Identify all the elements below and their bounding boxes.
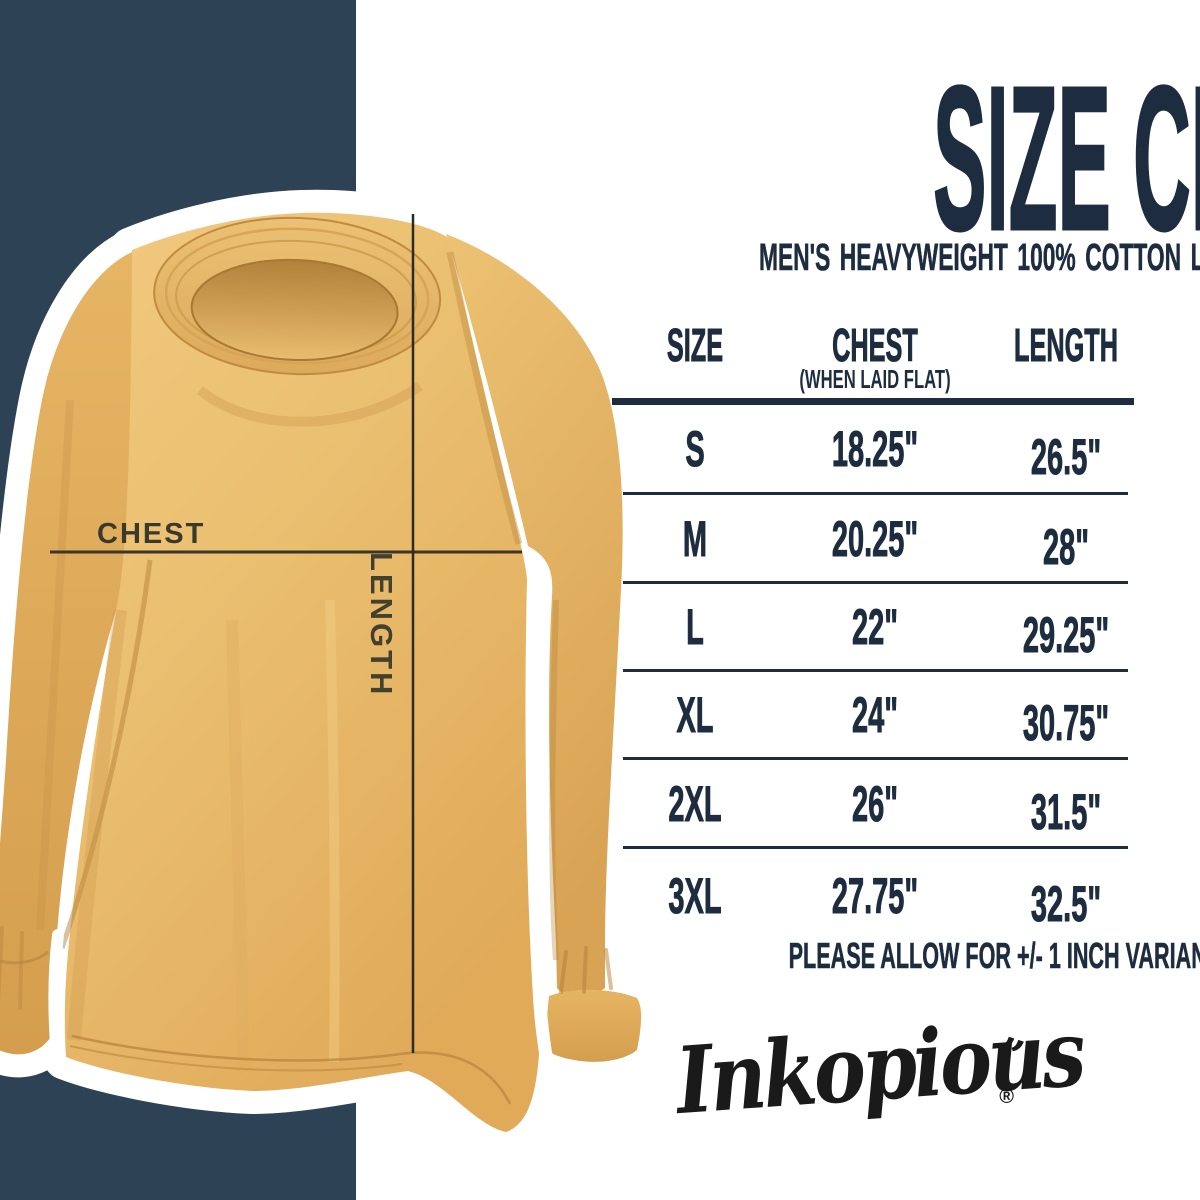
page-subtitle-text: MEN'S HEAVYWEIGHT 100% COTTON LONG SLEEV… (758, 237, 1200, 279)
table-row-divider (623, 581, 1128, 584)
size-value: S (685, 420, 705, 477)
length-value: 29.25" (1022, 607, 1110, 664)
column-header-size-label: SIZE (666, 319, 724, 372)
chest-subnote: (WHEN LAID FLAT) (757, 365, 993, 393)
table-header-row: SIZE CHEST LENGTH (615, 318, 1132, 372)
length-measure-label: LENGTH (364, 552, 399, 698)
table-row: 2XL 26" 31.5" (615, 761, 1132, 846)
size-value: M (682, 511, 708, 568)
table-row-divider (623, 757, 1128, 760)
page-title-text: SIZE CHART (933, 44, 1200, 273)
chest-measure-label: CHEST (97, 518, 206, 550)
size-value: 2XL (668, 775, 722, 832)
chest-value: 24" (851, 687, 899, 744)
chest-value: 27.75" (831, 868, 919, 925)
table-row-divider (623, 669, 1128, 672)
shirt-body (64, 212, 540, 1133)
table-row: 3XL 27.75" 32.5" (615, 850, 1132, 942)
size-value: L (686, 599, 704, 656)
variance-footnote: PLEASE ALLOW FOR +/- 1 INCH VARIANCE IN … (612, 937, 1200, 974)
size-table: SIZE CHEST LENGTH (WHEN LAID FLAT) S 18.… (612, 308, 1134, 1008)
column-header-length: LENGTH (971, 318, 1160, 372)
column-header-length-label: LENGTH (1013, 319, 1119, 372)
variance-footnote-text: PLEASE ALLOW FOR +/- 1 INCH VARIANCE IN … (788, 935, 1200, 976)
length-value: 32.5" (1030, 876, 1102, 933)
size-value: 3XL (668, 868, 722, 925)
column-header-chest: CHEST (797, 318, 953, 372)
size-value: XL (676, 687, 714, 744)
table-row: L 22" 29.25" (615, 585, 1132, 669)
page-subtitle: MEN'S HEAVYWEIGHT 100% COTTON LONG SLEEV… (560, 238, 1200, 279)
shirt-photo (0, 212, 642, 1133)
chest-value: 18.25" (831, 420, 919, 477)
shirt-collar (153, 216, 442, 376)
length-value: 28" (1042, 519, 1090, 576)
brand-logo: Inkopious ” ® (640, 999, 1086, 1158)
table-row: M 20.25" 28" (615, 497, 1132, 581)
chest-value: 26" (851, 775, 899, 832)
brand-logo-text: Inkopious (672, 998, 1086, 1136)
length-value: 26.5" (1030, 428, 1102, 485)
chest-value: 20.25" (831, 511, 919, 568)
table-row-divider (623, 492, 1128, 495)
chest-value: 22" (851, 599, 899, 656)
column-header-chest-label: CHEST (832, 319, 918, 372)
registered-trademark-icon: ® (999, 1086, 1014, 1108)
table-header-divider (612, 398, 1134, 405)
chest-subnote-text: (WHEN LAID FLAT) (799, 364, 951, 394)
column-header-size: SIZE (644, 318, 746, 372)
page-title: SIZE CHART (558, 55, 1200, 263)
table-row: XL 24" 30.75" (615, 673, 1132, 757)
length-value: 31.5" (1030, 783, 1102, 840)
shirt-right-cuff (546, 989, 642, 1062)
table-row: S 18.25" 26.5" (615, 405, 1132, 492)
shirt-right-sleeve (446, 234, 623, 997)
length-value: 30.75" (1022, 695, 1110, 752)
table-row-divider (623, 846, 1128, 849)
shirt-left-sleeve (0, 252, 150, 1055)
